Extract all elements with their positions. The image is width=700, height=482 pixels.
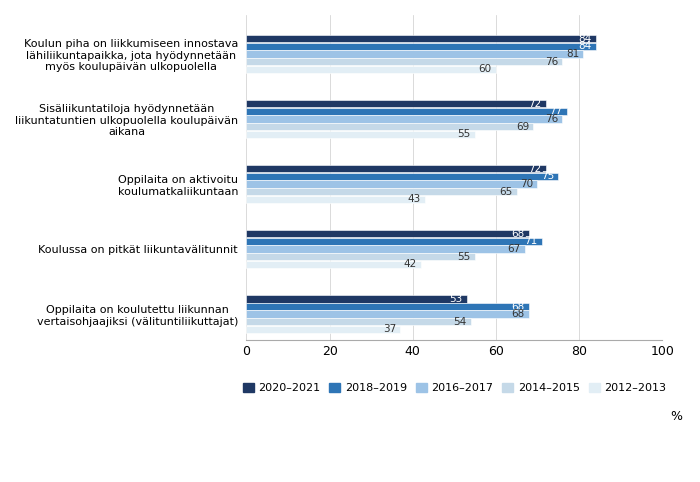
Bar xyxy=(246,43,596,50)
Bar xyxy=(246,131,475,138)
Bar xyxy=(246,238,542,245)
Text: 84: 84 xyxy=(578,41,592,52)
Text: 54: 54 xyxy=(454,317,467,327)
Text: 60: 60 xyxy=(479,64,491,74)
Text: 70: 70 xyxy=(520,179,533,189)
Text: 68: 68 xyxy=(512,302,525,311)
Bar xyxy=(246,245,525,253)
Text: 68: 68 xyxy=(512,229,525,239)
Bar xyxy=(246,318,471,325)
Bar xyxy=(246,123,533,130)
Text: 43: 43 xyxy=(408,194,421,204)
Text: 84: 84 xyxy=(578,34,592,44)
Bar xyxy=(246,173,558,180)
Text: 75: 75 xyxy=(541,172,554,181)
Text: 42: 42 xyxy=(404,259,417,269)
Bar xyxy=(246,230,529,238)
Text: 53: 53 xyxy=(449,294,463,304)
Bar xyxy=(246,58,562,65)
Bar xyxy=(246,108,566,115)
Bar xyxy=(246,115,562,122)
Bar xyxy=(246,310,529,318)
Bar xyxy=(246,303,529,310)
Bar xyxy=(246,66,496,73)
Text: 71: 71 xyxy=(524,237,538,246)
Bar xyxy=(246,100,546,107)
Text: 65: 65 xyxy=(499,187,512,197)
Text: %: % xyxy=(671,410,682,423)
Text: 77: 77 xyxy=(549,107,562,117)
Bar xyxy=(246,51,583,58)
Bar xyxy=(246,165,546,173)
Bar xyxy=(246,326,400,333)
Legend: 2020–2021, 2018–2019, 2016–2017, 2014–2015, 2012–2013: 2020–2021, 2018–2019, 2016–2017, 2014–20… xyxy=(238,378,671,398)
Text: 55: 55 xyxy=(458,252,471,262)
Text: 68: 68 xyxy=(512,309,525,319)
Text: 69: 69 xyxy=(516,121,529,132)
Bar xyxy=(246,261,421,268)
Text: 55: 55 xyxy=(458,129,471,139)
Text: 72: 72 xyxy=(528,164,542,174)
Bar xyxy=(246,35,596,42)
Text: 67: 67 xyxy=(508,244,521,254)
Text: 76: 76 xyxy=(545,56,558,67)
Bar xyxy=(246,188,517,195)
Text: 81: 81 xyxy=(566,49,579,59)
Text: 76: 76 xyxy=(545,114,558,124)
Text: 37: 37 xyxy=(383,324,396,334)
Bar xyxy=(246,295,467,303)
Text: 72: 72 xyxy=(528,99,542,109)
Bar xyxy=(246,253,475,260)
Bar xyxy=(246,180,538,187)
Bar xyxy=(246,196,425,203)
